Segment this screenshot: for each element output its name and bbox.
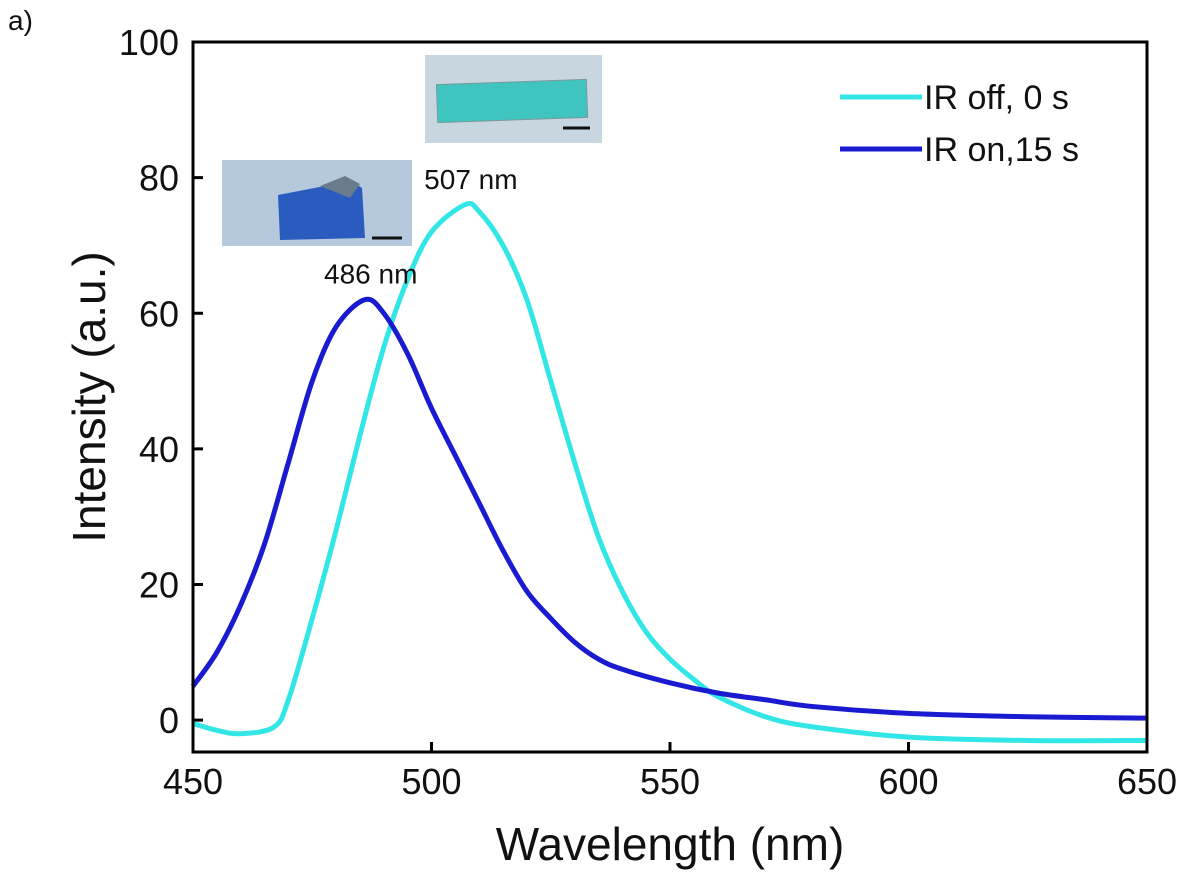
x-tick-label: 500	[401, 761, 461, 802]
x-axis-label: Wavelength (nm)	[496, 818, 845, 870]
x-tick-label: 650	[1117, 761, 1177, 802]
y-tick-label: 0	[159, 700, 179, 741]
legend-label: IR on,15 s	[924, 131, 1079, 169]
inset-photo	[222, 160, 412, 246]
y-axis-label: Intensity (a.u.)	[63, 251, 115, 542]
x-tick-label: 450	[163, 761, 223, 802]
annotation: 486 nm	[324, 259, 417, 290]
legend-label: IR off, 0 s	[924, 79, 1069, 117]
y-tick-label: 20	[139, 565, 179, 606]
x-tick-label: 600	[878, 761, 938, 802]
plot-frame	[191, 40, 1149, 754]
annotation: 507 nm	[424, 164, 517, 195]
y-tick-label: 40	[139, 429, 179, 470]
series-line	[192, 200, 1148, 744]
panel-label: a)	[8, 5, 33, 36]
y-tick-label: 60	[139, 293, 179, 334]
x-tick-label: 550	[640, 761, 700, 802]
series-line	[190, 296, 1148, 721]
inset-photo	[425, 55, 602, 143]
y-tick-label: 100	[119, 22, 179, 63]
y-tick-label: 80	[139, 158, 179, 199]
